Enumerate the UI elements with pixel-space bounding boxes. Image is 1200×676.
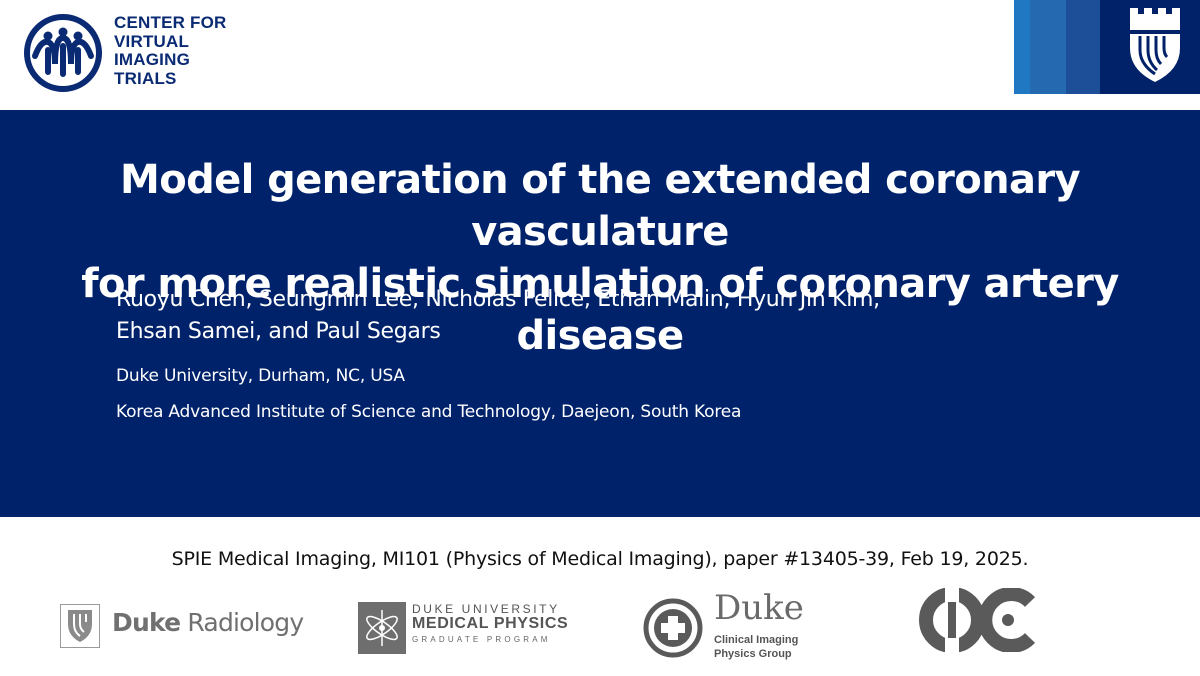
band-mid-dark — [1066, 0, 1100, 94]
cvit-wordmark: CENTER FOR VIRTUAL IMAGING TRIALS — [114, 13, 227, 88]
mp-university: DUKE UNIVERSITY — [412, 602, 560, 616]
cvit-logo: CENTER FOR VIRTUAL IMAGING TRIALS — [22, 10, 242, 96]
title-line-1: Model generation of the extended coronar… — [120, 157, 1081, 255]
duke-shield-icon — [60, 604, 100, 648]
duke-radiology-rest: Radiology — [180, 608, 304, 637]
clinical-imaging-logo: Duke Clinical Imaging Physics Group — [642, 588, 842, 662]
kaist-logo — [918, 587, 1042, 653]
duke-radiology-bold: Duke — [112, 608, 181, 637]
affiliation-duke: Duke University, Durham, NC, USA — [116, 366, 405, 386]
cvit-people-icon — [24, 14, 102, 92]
authors-line-1: Ruoyu Chen, Seungmin Lee, Nicholas Felic… — [116, 287, 880, 312]
cvit-line-2: VIRTUAL — [114, 31, 190, 51]
cip-line-2: Physics Group — [714, 648, 792, 660]
band-light — [1014, 0, 1030, 94]
mp-program-name: MEDICAL PHYSICS — [412, 615, 569, 632]
cip-duke-wordmark: Duke — [714, 588, 804, 628]
mp-graduate: GRADUATE PROGRAM — [412, 635, 551, 644]
duke-chapel-shield-icon — [1130, 8, 1180, 82]
conference-citation: SPIE Medical Imaging, MI101 (Physics of … — [171, 548, 1029, 570]
authors-line-2: Ehsan Samei, and Paul Segars — [116, 319, 441, 344]
duke-radiology-wordmark: Duke Radiology — [112, 608, 304, 637]
medical-physics-atom-icon — [358, 602, 406, 654]
affiliation-kaist: Korea Advanced Institute of Science and … — [116, 402, 742, 422]
slide-title: Model generation of the extended coronar… — [0, 154, 1200, 362]
duke-logo-band — [1014, 0, 1200, 94]
author-list: Ruoyu Chen, Seungmin Lee, Nicholas Felic… — [116, 284, 1116, 348]
title-panel: Model generation of the extended coronar… — [0, 110, 1200, 517]
medical-cross-circle-icon — [643, 598, 703, 658]
title-line-2: for more realistic simulation of coronar… — [81, 261, 1119, 359]
duke-radiology-logo: Duke Radiology — [60, 604, 304, 650]
band-mid — [1030, 0, 1066, 94]
kaist-emblem-icon — [919, 587, 1036, 653]
cvit-line-1: CENTER FOR — [114, 13, 227, 32]
cip-line-1: Clinical Imaging — [714, 634, 799, 646]
cvit-line-3: IMAGING — [114, 50, 191, 69]
medical-physics-logo: DUKE UNIVERSITY MEDICAL PHYSICS GRADUATE… — [358, 602, 568, 654]
cvit-line-4: TRIALS — [114, 68, 177, 88]
